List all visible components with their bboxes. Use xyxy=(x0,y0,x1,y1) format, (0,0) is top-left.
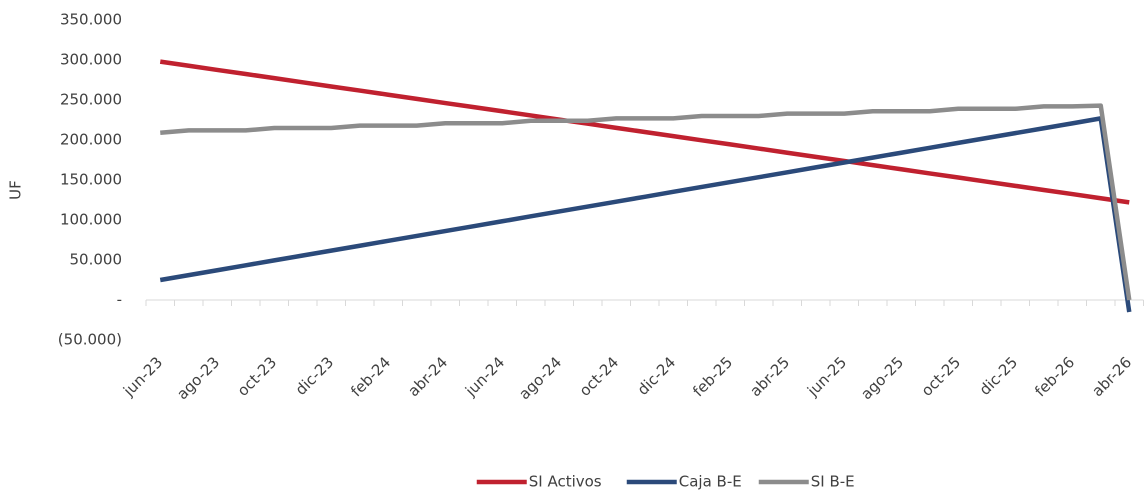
y-tick-label: 250.000 xyxy=(60,91,122,109)
legend-label: SI B-E xyxy=(811,473,855,491)
y-tick-label: 300.000 xyxy=(60,51,122,69)
series-line xyxy=(159,59,1130,205)
x-tick-label: oct-25 xyxy=(918,353,965,400)
x-tick-label: abr-26 xyxy=(1088,353,1135,400)
x-tick-label: jun-24 xyxy=(461,353,508,400)
x-tick-label: feb-26 xyxy=(1031,353,1078,400)
x-tick-label: ago-23 xyxy=(173,353,223,403)
y-tick-label: 200.000 xyxy=(60,131,122,149)
y-tick-label: 150.000 xyxy=(60,171,122,189)
legend-label: Caja B-E xyxy=(679,473,742,491)
x-tick-label: oct-24 xyxy=(576,353,623,400)
y-tick-label: - xyxy=(117,291,122,309)
y-tick-label: 50.000 xyxy=(70,251,123,269)
x-tick-label: feb-25 xyxy=(689,353,736,400)
x-tick-label: dic-23 xyxy=(292,353,338,399)
x-tick-label: oct-23 xyxy=(234,353,281,400)
y-tick-label: (50.000) xyxy=(58,331,122,349)
y-tick-label: 100.000 xyxy=(60,211,122,229)
legend-label: SI Activos xyxy=(529,473,602,491)
x-tick-label: feb-24 xyxy=(347,353,394,400)
x-tick-label: abr-24 xyxy=(404,353,451,400)
x-tick-label: ago-24 xyxy=(515,353,565,403)
x-tick-label: abr-25 xyxy=(746,353,793,400)
x-tick-label: dic-25 xyxy=(976,353,1022,399)
x-tick-label: ago-25 xyxy=(857,353,907,403)
x-tick-label: dic-24 xyxy=(634,353,680,399)
y-tick-label: 350.000 xyxy=(60,11,122,29)
y-axis-label: UF xyxy=(7,180,25,200)
series-line xyxy=(160,103,1132,301)
x-tick-label: jun-23 xyxy=(119,353,166,400)
x-tick-label: jun-25 xyxy=(803,353,850,400)
series-line xyxy=(159,116,1132,313)
